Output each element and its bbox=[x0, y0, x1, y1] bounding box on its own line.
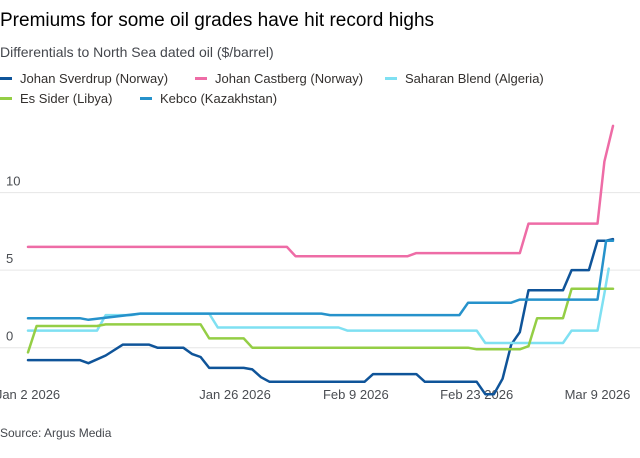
grid bbox=[0, 192, 640, 349]
x-tick-label: Feb 9 2026 bbox=[323, 387, 389, 402]
x-axis: Jan 2 2026 Jan 26 2026 Feb 9 2026 Feb 23 20… bbox=[0, 387, 630, 402]
chart-title: Premiums for some oil grades have hit re… bbox=[0, 10, 435, 31]
y-tick-label: 5 bbox=[6, 251, 13, 266]
legend-item-saharan-blend: Saharan Blend (Algeria) bbox=[385, 71, 544, 86]
legend-label: Kebco (Kazakhstan) bbox=[160, 91, 278, 106]
series-line-1 bbox=[26, 124, 615, 258]
series-line-2 bbox=[26, 267, 610, 345]
y-tick-label: 0 bbox=[6, 329, 13, 344]
source-note: Source: Argus Media bbox=[0, 426, 112, 440]
y-tick-label: 10 bbox=[6, 174, 20, 189]
legend: Johan Sverdrup (Norway) Johan Castberg (… bbox=[0, 71, 640, 111]
y-axis: 0 5 10 bbox=[6, 174, 20, 344]
series-lines bbox=[26, 124, 615, 396]
legend-label: Johan Castberg (Norway) bbox=[215, 71, 364, 86]
legend-swatch bbox=[195, 77, 207, 80]
legend-swatch bbox=[0, 97, 12, 100]
series-line-3 bbox=[26, 287, 615, 354]
legend-label: Johan Sverdrup (Norway) bbox=[20, 71, 169, 86]
legend-label: Es Sider (Libya) bbox=[20, 91, 113, 106]
legend-label: Saharan Blend (Algeria) bbox=[405, 71, 544, 86]
x-tick-label: Feb 23 2026 bbox=[440, 387, 513, 402]
x-tick-label: Jan 2 2026 bbox=[0, 387, 60, 402]
x-tick-label: Mar 9 2026 bbox=[565, 387, 631, 402]
legend-item-johan-castberg: Johan Castberg (Norway) bbox=[195, 71, 363, 86]
legend-item-johan-sverdrup: Johan Sverdrup (Norway) bbox=[0, 71, 168, 86]
x-tick-label: Jan 26 2026 bbox=[199, 387, 271, 402]
legend-item-kebco: Kebco (Kazakhstan) bbox=[140, 91, 277, 106]
legend-swatch bbox=[140, 97, 152, 100]
legend-swatch bbox=[0, 77, 12, 80]
legend-item-es-sider: Es Sider (Libya) bbox=[0, 91, 112, 106]
chart-subtitle: Differentials to North Sea dated oil ($/… bbox=[0, 44, 274, 60]
series-line-0 bbox=[26, 237, 615, 396]
line-chart: 0 5 10 Jan 2 2026 Jan 26 2026 Feb 9 2026 Feb … bbox=[0, 124, 640, 402]
series-line-4 bbox=[26, 239, 615, 322]
legend-swatch bbox=[385, 77, 397, 80]
